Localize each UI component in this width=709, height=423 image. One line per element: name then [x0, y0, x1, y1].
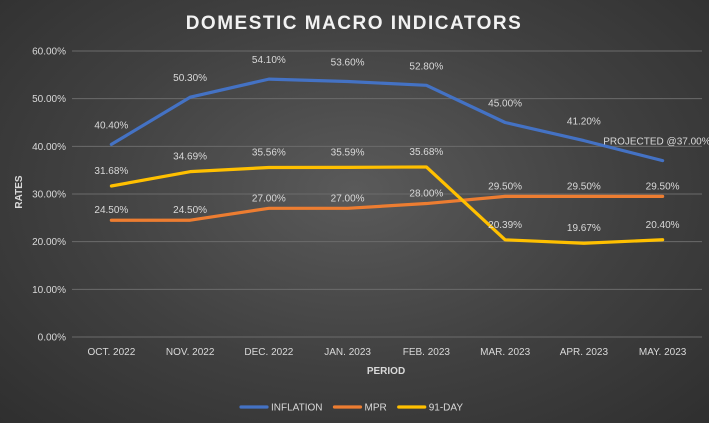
- y-axis-title: RATES: [14, 175, 25, 208]
- series-line-inflation: [109, 77, 665, 163]
- legend-label: 91-DAY: [429, 403, 464, 414]
- y-tick-label: 50.00%: [32, 94, 66, 105]
- data-label: PROJECTED @37.00%: [603, 137, 709, 148]
- data-label: 40.40%: [94, 120, 128, 131]
- data-label: 19.67%: [567, 223, 601, 234]
- data-label: 35.59%: [331, 147, 365, 158]
- data-label: 27.00%: [331, 193, 365, 204]
- x-axis-ticks: OCT. 2022 NOV. 2022 DEC. 2022 JAN. 2023 FEB.…: [87, 347, 686, 358]
- data-label: 29.50%: [646, 181, 680, 192]
- data-label: 27.00%: [252, 193, 286, 204]
- legend-label: INFLATION: [271, 403, 322, 414]
- data-label: 53.60%: [331, 58, 365, 69]
- x-tick-label: FEB. 2023: [403, 347, 451, 358]
- y-tick-label: 0.00%: [38, 333, 66, 344]
- data-label: 29.50%: [488, 181, 522, 192]
- data-label: 41.20%: [567, 117, 601, 128]
- x-tick-label: NOV. 2022: [166, 347, 215, 358]
- data-label: 20.40%: [646, 220, 680, 231]
- chart-title: DOMESTIC MACRO INDICATORS: [186, 13, 523, 34]
- y-tick-label: 60.00%: [32, 47, 66, 58]
- x-tick-label: MAR. 2023: [480, 347, 530, 358]
- data-label: 34.69%: [173, 152, 207, 163]
- y-tick-label: 40.00%: [32, 142, 66, 153]
- data-label: 20.39%: [488, 220, 522, 231]
- x-axis-title: PERIOD: [367, 366, 405, 377]
- series-line-91-day: [109, 165, 665, 245]
- x-tick-label: JAN. 2023: [324, 347, 371, 358]
- data-label: 35.68%: [409, 147, 443, 158]
- y-tick-label: 30.00%: [32, 190, 66, 201]
- x-tick-label: APR. 2023: [560, 347, 609, 358]
- data-label: 45.00%: [488, 99, 522, 110]
- data-label: 54.10%: [252, 55, 286, 66]
- series-lines: [109, 77, 665, 245]
- legend: INFLATION MPR 91-DAY: [239, 403, 464, 414]
- x-tick-label: OCT. 2022: [87, 347, 135, 358]
- data-label: 24.50%: [173, 205, 207, 216]
- data-label: 28.00%: [409, 189, 443, 200]
- data-label: 31.68%: [94, 166, 128, 177]
- y-axis-ticks: 0.00% 10.00% 20.00% 30.00% 40.00% 50.00% 60.00…: [32, 47, 66, 344]
- data-label: 50.30%: [173, 73, 207, 84]
- data-label: 52.80%: [409, 61, 443, 72]
- y-tick-label: 10.00%: [32, 285, 66, 296]
- legend-label: MPR: [364, 403, 386, 414]
- data-labels: 40.40% 50.30% 54.10% 53.60% 52.80% 45.00% 41.2…: [94, 55, 709, 234]
- data-label: 35.56%: [252, 147, 286, 158]
- series-line-mpr: [109, 194, 665, 222]
- gridlines: [72, 50, 702, 338]
- data-label: 29.50%: [567, 181, 601, 192]
- data-label: 24.50%: [94, 205, 128, 216]
- x-tick-label: DEC. 2022: [244, 347, 293, 358]
- x-tick-label: MAY. 2023: [639, 347, 687, 358]
- y-tick-label: 20.00%: [32, 237, 66, 248]
